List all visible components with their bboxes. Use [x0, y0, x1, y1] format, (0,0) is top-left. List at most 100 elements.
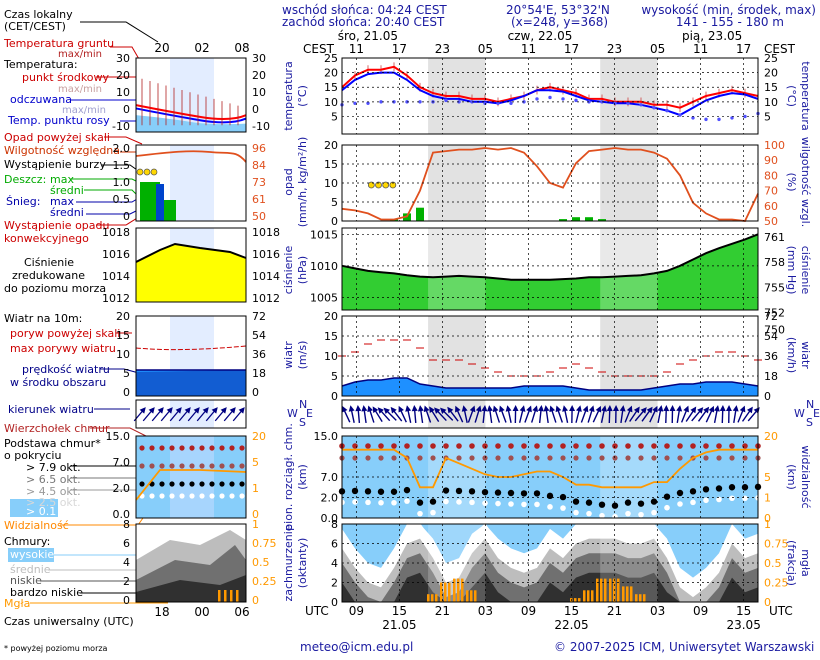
- legend-fog-bar: [236, 590, 239, 602]
- legend-cloud-dot-white: [239, 493, 245, 499]
- wind-arrow: [676, 405, 683, 423]
- storm-marker: [389, 181, 397, 189]
- wind-arrow-head: [703, 406, 710, 414]
- legend-wind-arrow-head: [220, 407, 227, 414]
- legend-cloud-dot-white: [159, 493, 165, 499]
- cloud-base-low-dot: [430, 509, 436, 516]
- tick-visib-right: 0: [764, 512, 771, 525]
- storm-marker: [375, 181, 382, 189]
- wind-arrow: [348, 405, 355, 423]
- legend-top-hour: 20: [154, 41, 169, 55]
- legend-tick-cloud-l: 0.0: [113, 508, 131, 521]
- fog-bar: [470, 590, 473, 602]
- fog-bar: [643, 594, 646, 602]
- cloud-base-low-dot: [521, 501, 527, 508]
- cloud-top-dot2: [664, 455, 670, 461]
- dew-point: [418, 100, 422, 104]
- legend-press1: Ciśnienie: [24, 256, 74, 269]
- fog-bar: [591, 590, 594, 602]
- utc-left: UTC: [305, 604, 329, 618]
- legend-cl-low: niskie: [10, 574, 42, 587]
- legend-cloud-dot-white: [219, 493, 225, 499]
- cloud-base-low-dot: [469, 499, 475, 506]
- legend-tick-hum-r: 61: [252, 193, 266, 206]
- cloud-top-dot2: [651, 455, 657, 461]
- wind-arrow-head: [405, 405, 412, 412]
- cloud-base-low-dot: [417, 510, 423, 517]
- pressure-area: [342, 234, 758, 310]
- tick-precip-right: 70: [764, 185, 778, 198]
- legend-tick-cov-l: 6: [123, 537, 130, 550]
- cloud-base-dot: [377, 488, 385, 495]
- cloud-top-dot: [742, 443, 748, 449]
- legend-cloud-dot: [199, 463, 205, 469]
- legend-tick-wind-l: 20: [116, 310, 130, 323]
- fog-bar: [600, 578, 603, 602]
- axis-labels: temperatura (°C) temperatura (°C) opad (…: [282, 61, 812, 601]
- cloud-base-low-dot: [443, 498, 449, 505]
- cloud-base-low-dot: [404, 498, 410, 504]
- wind-arrow-head: [569, 405, 576, 412]
- dew-point: [665, 108, 669, 113]
- label-wind-right: wiatr: [799, 341, 812, 369]
- cloud-top-dot: [612, 443, 618, 449]
- legend-storm-dot: [143, 168, 151, 176]
- legend-conv1: Wystąpienie opadu: [4, 219, 109, 232]
- visibility-line: [342, 448, 758, 489]
- legend-humidity-line: [135, 150, 247, 163]
- legend-cloud-dot: [219, 463, 225, 469]
- legend-pressure-area: [136, 244, 246, 302]
- tick-cov-left: 6: [331, 538, 338, 551]
- cloud-base-dot: [585, 499, 593, 506]
- wind-arrow-head: [601, 405, 607, 412]
- precip-bar: [585, 217, 593, 221]
- legend-cloud-dot: [189, 463, 195, 469]
- label-wind-left: wiatr: [282, 341, 295, 369]
- legend-cloud-dot: [149, 463, 155, 469]
- legend-cloud-dot: [239, 463, 245, 469]
- dew-point: [509, 101, 513, 106]
- panel-cov-frame: [341, 523, 759, 603]
- cloud-top-dot2: [430, 455, 436, 461]
- legend-dew: Temp. punktu rosy: [7, 114, 110, 127]
- cloud-top-dot2: [378, 455, 384, 461]
- legend-panel-dir-frame: [135, 399, 247, 429]
- legend-wind-speed1: prędkość wiatru: [22, 363, 110, 376]
- wind-arrow-head: [633, 406, 640, 414]
- wind-arrow-head: [499, 405, 505, 413]
- wind-arrow: [512, 405, 519, 424]
- panel-precip-night-0: [428, 145, 486, 221]
- panel-dir-bg: [342, 400, 758, 428]
- legend-okt5: > 0.1 okt.: [26, 505, 81, 518]
- utc-right: UTC: [769, 604, 793, 618]
- legend-storm-dot: [150, 168, 158, 176]
- label-cov-right-unit: (frakcja): [785, 540, 798, 586]
- legend-tick-hum-r: 96: [252, 142, 266, 155]
- legend-tick-press-r: 1018: [252, 226, 280, 239]
- panel-cloud-frame: [341, 435, 759, 519]
- legend-cloud-dot-black: [179, 481, 185, 487]
- wind-arrow: [398, 405, 407, 423]
- hour-label-utc: 09: [521, 604, 536, 618]
- cloud-top-dot2: [495, 455, 501, 461]
- fog-bar: [609, 578, 612, 602]
- wind-speed-area: [342, 378, 758, 396]
- legend-wind-dir: kierunek wiatru: [8, 403, 94, 416]
- cloud-top-dot: [625, 443, 631, 449]
- tick-cloud-left: 15.0: [314, 430, 339, 443]
- legend-tick-wind-l: 0: [123, 386, 130, 399]
- label-precip-right: wilgotność wzgl.: [799, 137, 812, 227]
- legend-time-local: Czas lokalny: [4, 8, 73, 21]
- tick-cloud-left: 7.0: [321, 471, 339, 484]
- tick-cov-left: 8: [331, 518, 338, 531]
- wind-arrow-head: [398, 405, 404, 413]
- wind-arrow: [705, 405, 715, 423]
- legend-bottom-hour: 18: [154, 605, 169, 619]
- fog-bar: [427, 594, 430, 602]
- wind-arrow: [719, 405, 726, 424]
- tick-wind-right: 18: [764, 370, 778, 383]
- footer-email[interactable]: meteo@icm.edu.pl: [300, 640, 413, 654]
- tick-precip-left: 15: [324, 158, 338, 171]
- cloud-top-dot2: [742, 455, 748, 461]
- wind-arrow-head: [708, 405, 715, 413]
